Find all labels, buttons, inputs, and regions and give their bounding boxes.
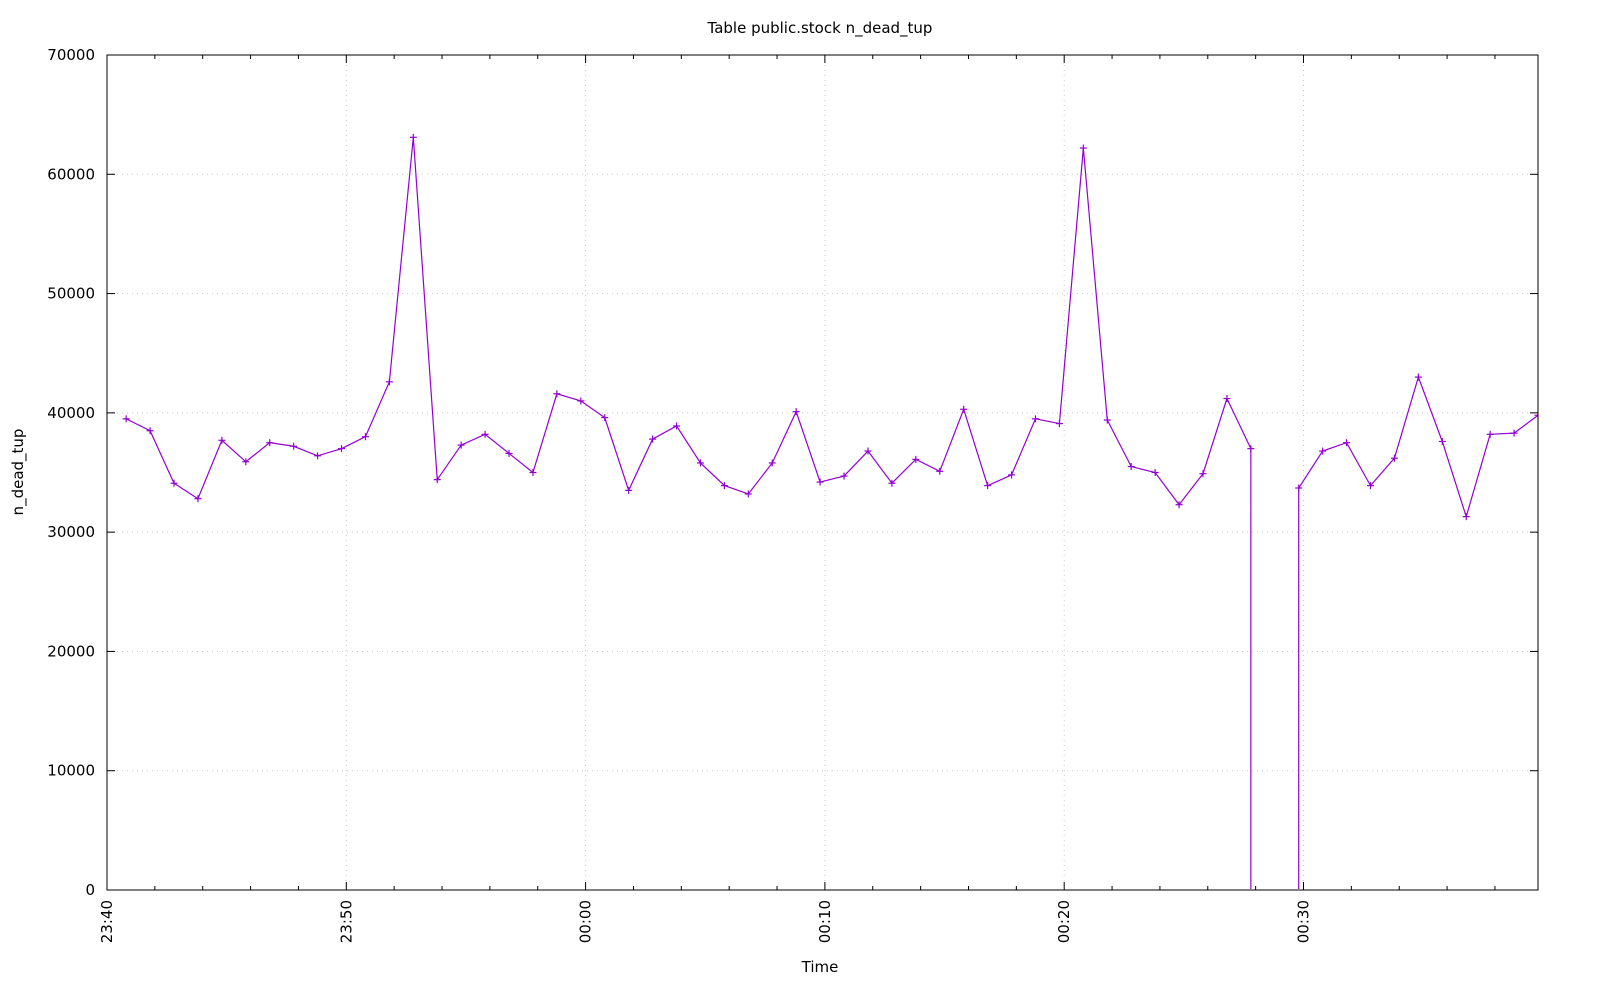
data-point [768, 459, 776, 467]
data-point [1079, 144, 1087, 152]
data-point [1175, 501, 1183, 509]
y-tick-label: 70000 [47, 46, 95, 64]
data-point [1414, 373, 1422, 381]
data-point [433, 476, 441, 484]
data-point [1008, 471, 1016, 479]
x-tick-label: 00:10 [816, 900, 834, 943]
data-point [529, 469, 537, 476]
data-point [696, 459, 704, 467]
plot-border [106, 54, 1539, 891]
y-tick-label: 50000 [47, 285, 95, 303]
data-point [1223, 395, 1231, 403]
data-point [936, 467, 944, 475]
data-point [194, 495, 202, 503]
data-point [314, 452, 322, 460]
data-point [601, 414, 609, 422]
data-point [816, 478, 824, 486]
y-tick-label: 30000 [47, 523, 95, 541]
data-point [744, 490, 752, 498]
data-point [1031, 415, 1039, 423]
data-point [242, 458, 250, 466]
data-point [577, 397, 585, 405]
data-point [673, 422, 681, 430]
data-point [649, 435, 657, 443]
data-point [505, 449, 513, 457]
grid [107, 55, 1538, 890]
data-point [1319, 447, 1327, 455]
data-point [792, 408, 800, 416]
data-point [338, 445, 346, 453]
y-tick-label: 0 [85, 881, 95, 899]
data-point [1127, 463, 1135, 471]
x-tick-label: 00:30 [1295, 900, 1313, 943]
data-point [720, 482, 728, 490]
y-tick-label: 60000 [47, 165, 95, 183]
data-point [1367, 482, 1375, 490]
data-point [1534, 411, 1538, 419]
data-point [960, 405, 968, 413]
x-tick-label: 23:50 [337, 900, 355, 943]
data-point [122, 415, 130, 423]
series-line [125, 137, 1252, 889]
data-point [1462, 513, 1470, 521]
x-axis-label: Time [801, 958, 839, 976]
data-point [146, 427, 154, 435]
data-point [1295, 484, 1303, 492]
data-point [1343, 439, 1351, 447]
data-point [1055, 420, 1063, 428]
data-point [290, 442, 298, 450]
data-point [1199, 470, 1207, 478]
y-tick-label: 10000 [47, 762, 95, 780]
y-tick-label: 20000 [47, 642, 95, 660]
data-point [625, 486, 633, 494]
data-point [912, 455, 920, 463]
series-n-dead-tup [122, 133, 1538, 889]
data-point [840, 472, 848, 480]
chart-title: Table public.stock n_dead_tup [707, 19, 933, 38]
data-point [888, 479, 896, 487]
x-tick-label: 00:20 [1055, 900, 1073, 943]
data-point [170, 479, 178, 487]
data-point [266, 439, 274, 447]
data-point [457, 441, 465, 449]
data-point [1247, 445, 1255, 453]
data-point [553, 390, 561, 398]
data-point [1438, 437, 1446, 445]
data-point [218, 436, 226, 444]
axis-ticks: 0 10000 20000 30000 40000 50000 60000 70000 23:4… [47, 46, 1538, 943]
x-tick-label: 23:40 [98, 900, 116, 943]
data-point [409, 133, 417, 141]
y-axis-label: n_dead_tup [9, 429, 28, 516]
data-point [481, 430, 489, 438]
data-point [1510, 429, 1518, 437]
data-point [1390, 454, 1398, 462]
x-tick-label: 00:00 [577, 900, 595, 943]
y-tick-label: 40000 [47, 404, 95, 422]
data-point [385, 378, 393, 386]
data-point [1103, 416, 1111, 424]
series-line [1298, 375, 1538, 889]
data-point [864, 447, 872, 455]
data-point [1151, 469, 1159, 476]
data-point [361, 433, 369, 441]
data-point [984, 482, 992, 490]
data-point [1486, 430, 1494, 438]
